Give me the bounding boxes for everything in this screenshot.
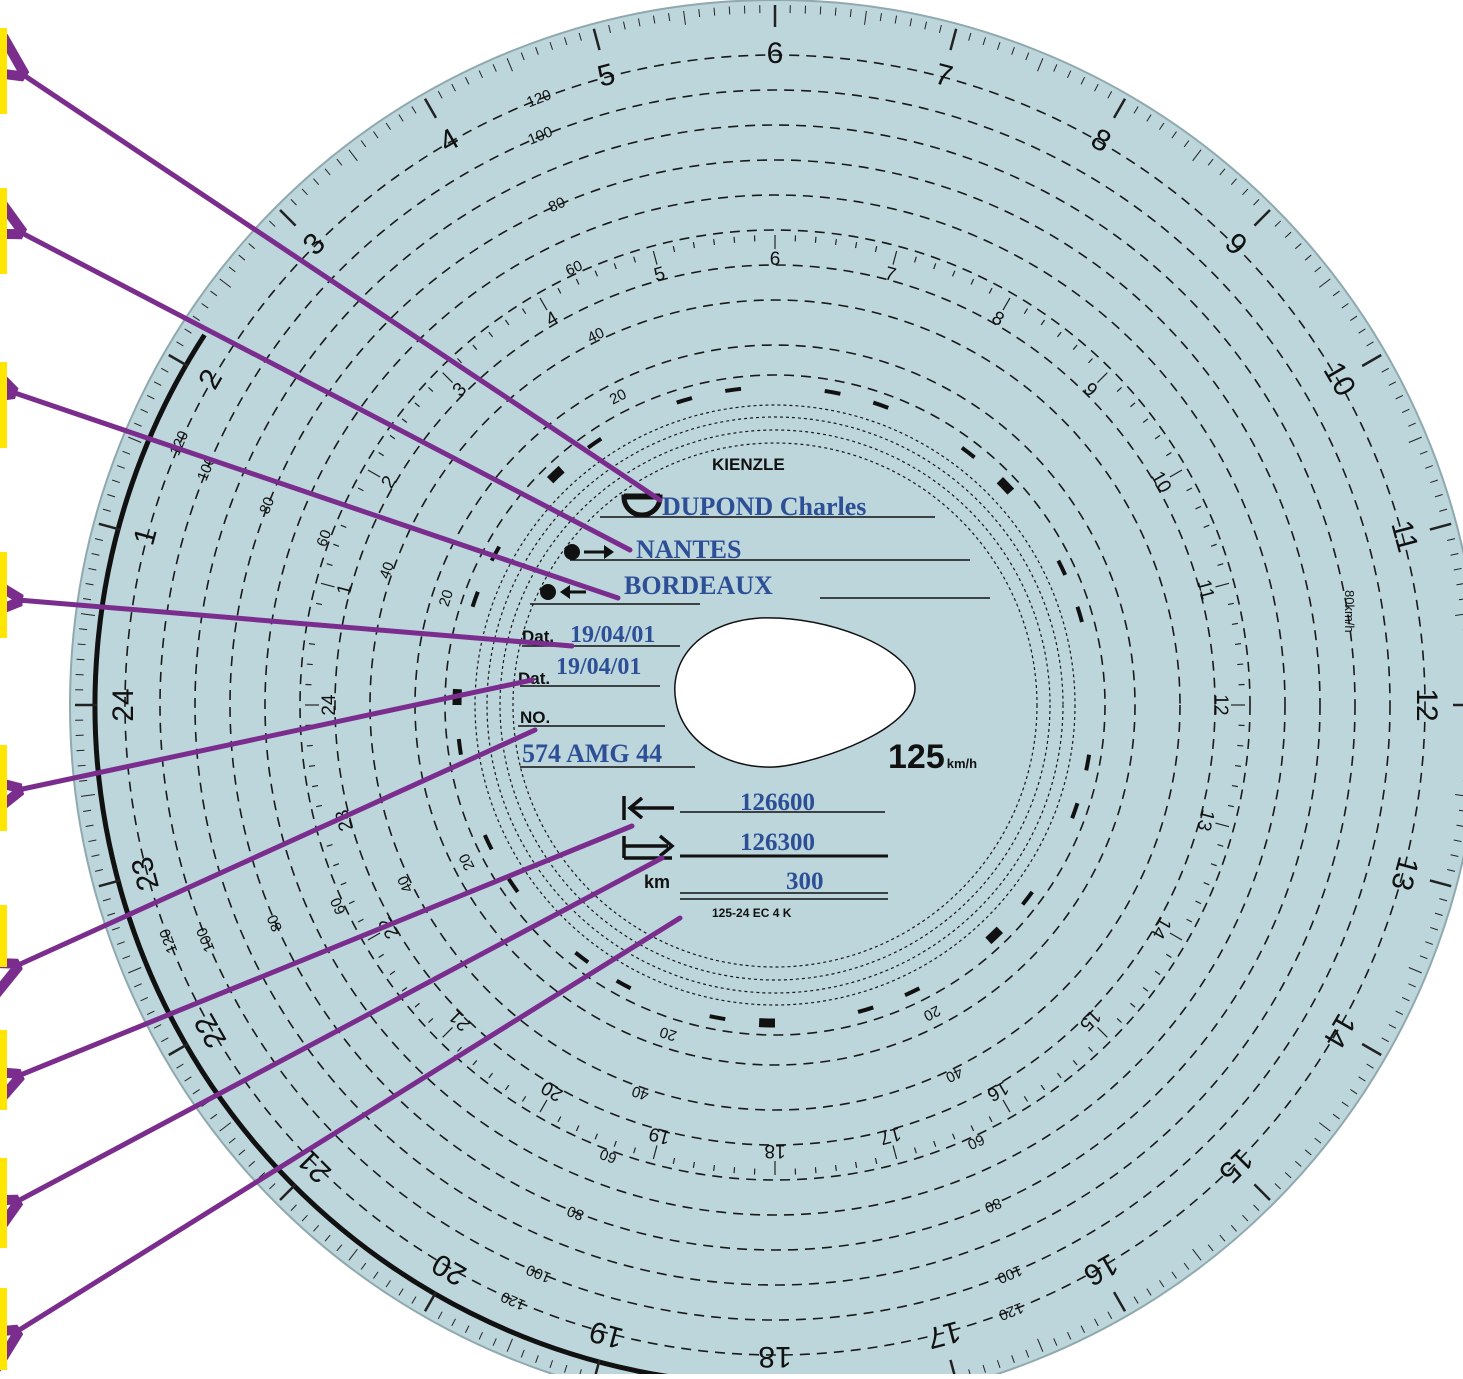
hour-label-inner: 24 (319, 694, 340, 716)
activity-segment (459, 739, 461, 755)
marker-7 (0, 1030, 7, 1110)
hour-label-outer: 24 (107, 688, 140, 721)
inner-tick-mark (714, 239, 715, 245)
tick-mark (78, 765, 86, 766)
hour-label-inner: 12 (1210, 694, 1231, 715)
odometer-end: 126600 (740, 789, 815, 816)
hour-label-outer: 12 (1410, 688, 1443, 721)
tick-mark (714, 8, 715, 16)
marker-2 (0, 188, 7, 274)
vehicle-plate: 574 AMG 44 (522, 739, 662, 768)
odometer-start: 126300 (740, 829, 815, 856)
marker-3 (0, 362, 7, 448)
inner-tick-mark (714, 1165, 715, 1171)
tick-mark (729, 6, 730, 14)
vehicle-label: NO. (520, 708, 550, 727)
inner-tick-mark (836, 1165, 837, 1171)
inner-tick-mark (1235, 766, 1241, 767)
date-end: 19/04/01 (556, 654, 641, 680)
end-place: BORDEAUX (624, 571, 773, 600)
start-place: NANTES (636, 535, 741, 564)
date-start: 19/04/01 (570, 622, 655, 648)
brand-label: KIENZLE (712, 455, 785, 474)
inner-tick-mark (836, 239, 837, 245)
inner-tick-mark (309, 644, 315, 645)
activity-segment (725, 389, 741, 391)
driver-name: DUPOND Charles (662, 492, 866, 521)
marker-8 (0, 1158, 7, 1248)
hour-label-inner: 6 (770, 249, 781, 270)
tick-mark (78, 644, 86, 645)
km-label: km (644, 872, 670, 892)
inner-tick-mark (815, 1167, 816, 1173)
marker-1 (0, 28, 7, 114)
hour-label-outer: 18 (758, 1340, 791, 1373)
model-code: 125-24 EC 4 K (712, 906, 792, 920)
marker-5 (0, 745, 7, 831)
inner-tick-mark (1237, 745, 1243, 746)
inner-tick-mark (734, 1167, 735, 1173)
inner-tick-mark (307, 745, 313, 746)
tick-mark (76, 659, 84, 660)
inner-tick-mark (307, 664, 313, 665)
distance: 300 (786, 868, 824, 895)
marker-6 (0, 905, 7, 967)
hour-label-outer: 6 (767, 37, 784, 70)
side-unit-label: 80km/h (1342, 590, 1357, 633)
marker-9 (0, 1288, 7, 1370)
tick-mark (76, 750, 84, 751)
tick-mark (820, 6, 821, 14)
inner-tick-mark (1235, 644, 1241, 645)
tick-mark (835, 8, 836, 16)
inner-tick-mark (815, 237, 816, 243)
inner-tick-mark (734, 237, 735, 243)
inner-tick-mark (309, 766, 315, 767)
date-label-end: Dat. (518, 669, 550, 688)
hour-label-inner: 18 (764, 1140, 785, 1161)
inner-tick-mark (1237, 664, 1243, 665)
marker-4 (0, 552, 7, 638)
